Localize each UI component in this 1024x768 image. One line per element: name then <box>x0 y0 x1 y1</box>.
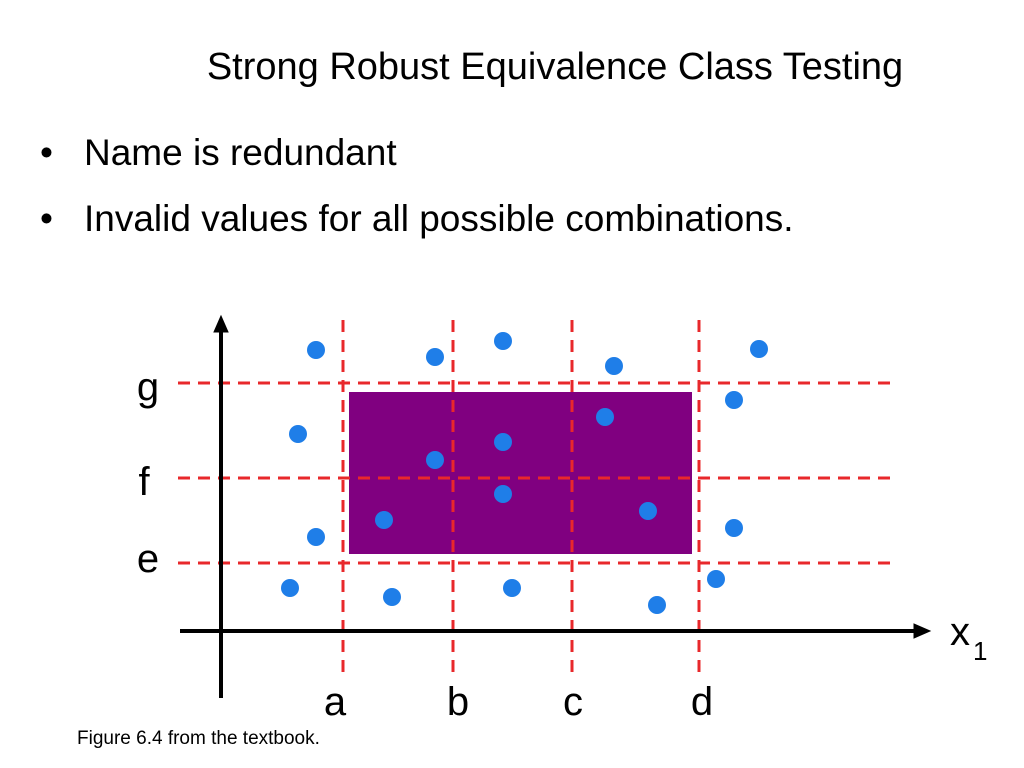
x-boundary-label-a: a <box>324 680 347 724</box>
slide-title: Strong Robust Equivalence Class Testing <box>206 46 904 88</box>
x-boundary-label-b: b <box>447 680 469 724</box>
test-point <box>289 425 307 443</box>
test-point <box>307 341 325 359</box>
bullet-text: Name is redundant <box>84 132 397 173</box>
test-point <box>494 433 512 451</box>
test-case-points <box>281 332 768 614</box>
y-boundary-label-f: f <box>138 460 150 504</box>
test-point <box>281 579 299 597</box>
y-axis-arrow-icon <box>213 314 229 333</box>
x-axis-label: x <box>950 610 970 654</box>
x-boundary-label-d: d <box>691 680 713 724</box>
x-boundary-label-c: c <box>563 680 583 724</box>
bullet-item: • Invalid values for all possible combina… <box>40 186 794 252</box>
test-point <box>383 588 401 606</box>
y-boundary-label-e: e <box>137 537 159 581</box>
test-point <box>494 485 512 503</box>
x-axis-label-subscript: 1 <box>973 636 987 666</box>
bullet-dot-icon: • <box>40 198 53 239</box>
bullet-list: • Name is redundant • Invalid values for a… <box>40 120 794 252</box>
bullet-text: Invalid values for all possible combinat… <box>84 198 794 239</box>
test-point <box>426 451 444 469</box>
test-point <box>639 502 657 520</box>
test-point <box>725 391 743 409</box>
y-boundary-label-g: g <box>137 365 159 409</box>
y-boundary-lines <box>178 381 898 565</box>
test-point <box>307 528 325 546</box>
test-point <box>596 408 614 426</box>
x-axis-arrow-icon <box>913 623 932 639</box>
test-point <box>605 357 623 375</box>
test-point <box>426 348 444 366</box>
test-point <box>494 332 512 350</box>
test-point <box>503 579 521 597</box>
valid-input-region <box>349 392 692 554</box>
bullet-item: • Name is redundant <box>40 120 794 186</box>
x-boundary-lines <box>341 320 701 680</box>
bullet-dot-icon: • <box>40 132 53 173</box>
test-point <box>707 570 725 588</box>
test-point <box>750 340 768 358</box>
test-point <box>648 596 666 614</box>
test-point <box>725 519 743 537</box>
figure-caption: Figure 6.4 from the textbook. <box>77 728 320 749</box>
test-point <box>375 511 393 529</box>
axes <box>180 314 932 698</box>
